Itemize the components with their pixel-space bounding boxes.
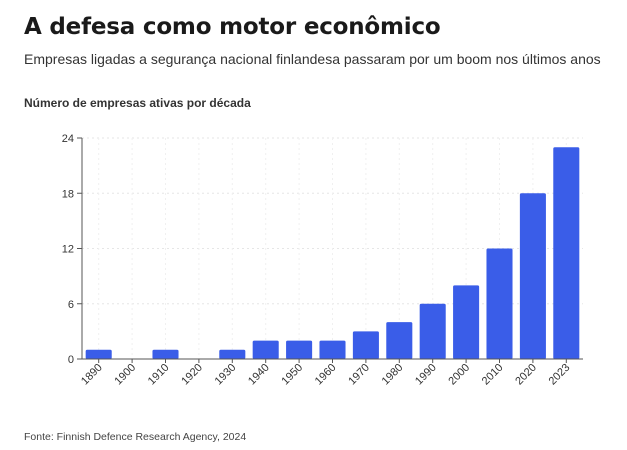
- source-note: Fonte: Finnish Defence Research Agency, …: [24, 431, 247, 443]
- bar-2023: [553, 147, 580, 359]
- axes: [77, 137, 583, 363]
- x-tick-label: 1970: [346, 362, 372, 388]
- bar-1970: [352, 331, 379, 359]
- bars: [85, 147, 580, 359]
- chart-subtitle: Empresas ligadas a segurança nacional fi…: [24, 51, 601, 67]
- bar-2010: [486, 248, 513, 359]
- y-tick-labels: 0 6 12 18 24: [62, 133, 74, 366]
- x-tick-label: 2010: [480, 362, 506, 388]
- y-tick-label: 0: [68, 354, 74, 366]
- x-tick-label: 1930: [213, 362, 239, 388]
- bar-1940: [252, 340, 279, 359]
- bar-1910: [152, 349, 179, 359]
- x-tick-label: 2000: [446, 362, 472, 388]
- chart-description: Número de empresas ativas por década: [24, 96, 251, 110]
- x-tick-label: 1920: [179, 362, 205, 388]
- x-tick-label: 1940: [246, 362, 272, 388]
- bar-2020: [519, 193, 546, 359]
- chart-title: A defesa como motor econômico: [24, 14, 441, 40]
- bar-1890: [85, 349, 112, 359]
- x-tick-label: 1980: [380, 362, 406, 388]
- x-tick-label: 1950: [279, 362, 305, 388]
- y-tick-label: 24: [62, 133, 74, 145]
- y-tick-label: 6: [68, 299, 74, 311]
- x-tick-label: 1990: [413, 362, 439, 388]
- bar-1990: [419, 303, 446, 359]
- bar-1960: [319, 340, 346, 359]
- y-tick-label: 18: [62, 188, 74, 200]
- bar-2000: [453, 285, 480, 359]
- bar-1930: [219, 349, 246, 359]
- x-tick-label: 2020: [513, 362, 539, 388]
- x-tick-labels: 1890 1900 1910 1920 1930 1940 1950 1960 1970 1980…: [79, 362, 572, 388]
- x-tick-label: 1910: [146, 362, 172, 388]
- y-tick-label: 12: [62, 244, 74, 256]
- x-tick-label: 1900: [112, 362, 138, 388]
- bar-1950: [286, 340, 313, 359]
- x-tick-label: 2023: [547, 362, 573, 388]
- bar-1980: [386, 322, 413, 359]
- x-tick-label: 1890: [79, 362, 105, 388]
- x-tick-label: 1960: [313, 362, 339, 388]
